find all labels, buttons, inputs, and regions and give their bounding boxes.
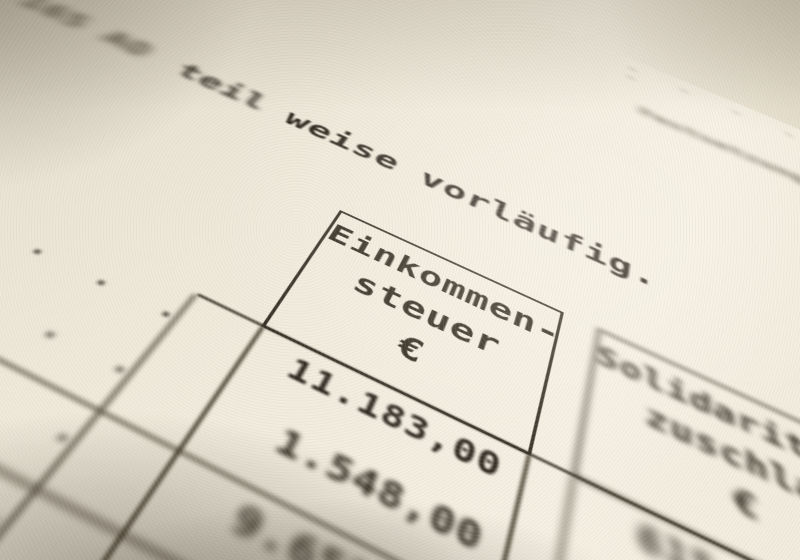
note-blurred-lead: § 165 AO [0,0,159,61]
paper-sheet: § 165 AO teil weise vorläufig. · · · · ·… [0,0,800,560]
note-mid: teil [169,59,275,115]
tax-document-photo: § 165 AO teil weise vorläufig. · · · · ·… [0,0,800,560]
photo-scene: § 165 AO teil weise vorläufig. · · · · ·… [0,0,800,560]
